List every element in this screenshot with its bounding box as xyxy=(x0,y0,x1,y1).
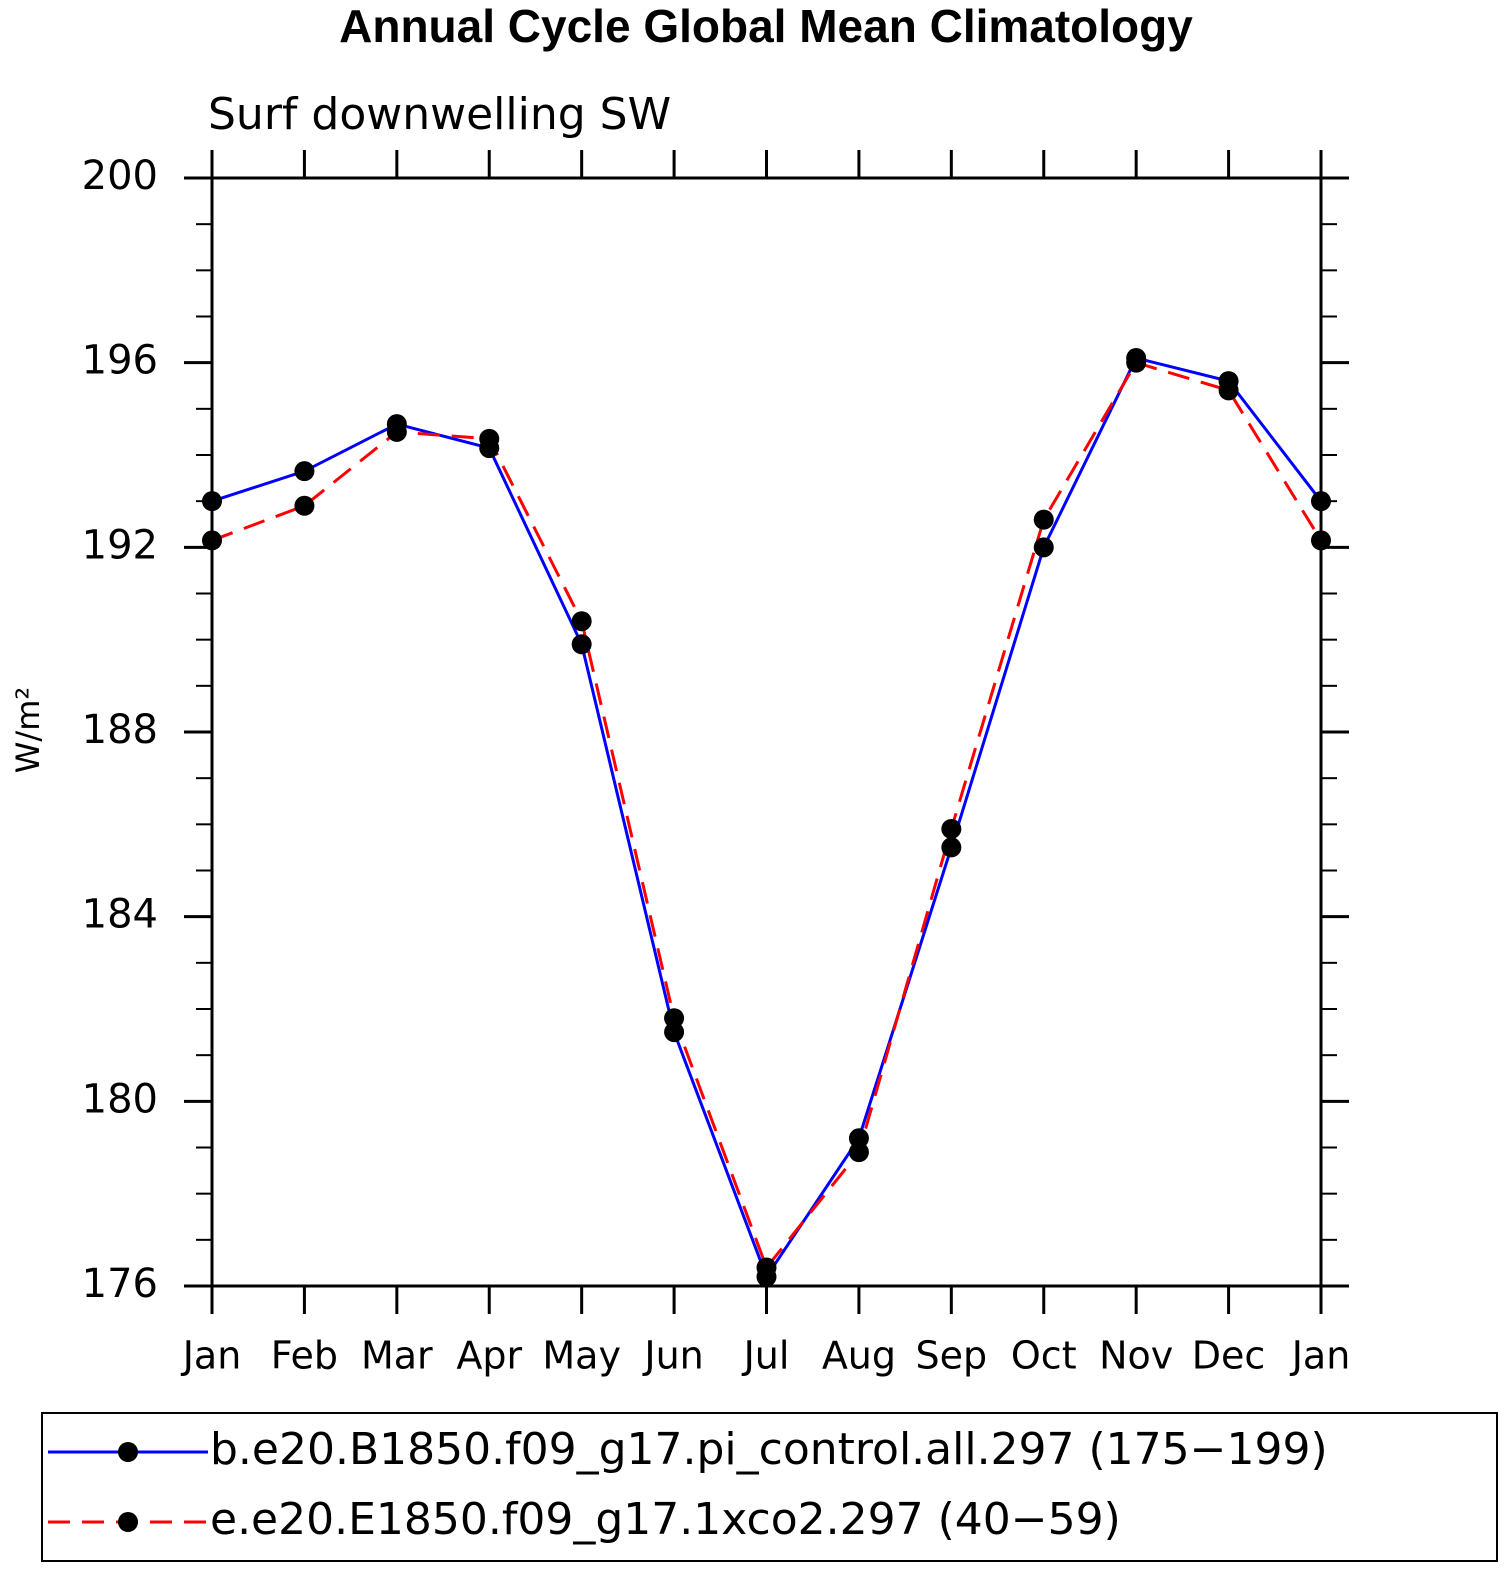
marker xyxy=(1218,380,1239,401)
marker xyxy=(294,461,315,482)
y-axis-label: W/m² xyxy=(9,687,47,773)
marker xyxy=(848,1142,869,1163)
marker xyxy=(1033,537,1054,558)
y-tick-label: 188 xyxy=(82,707,158,753)
marker xyxy=(294,495,315,516)
legend-box xyxy=(41,1412,1498,1562)
x-tick-label: Dec xyxy=(1192,1334,1266,1378)
marker xyxy=(941,818,962,839)
x-tick-label: Oct xyxy=(1011,1334,1077,1378)
x-tick-label: Nov xyxy=(1099,1334,1173,1378)
y-tick-label: 192 xyxy=(82,522,158,568)
x-tick-label: Aug xyxy=(822,1334,896,1378)
plot-frame xyxy=(210,176,1323,1288)
x-tick-label: Jan xyxy=(181,1334,242,1378)
marker xyxy=(202,530,222,551)
y-tick-label: 176 xyxy=(82,1261,158,1307)
x-tick-label: Apr xyxy=(456,1334,522,1378)
x-tick-label: May xyxy=(542,1334,621,1378)
legend-label: e.e20.E1850.f09_g17.1xco2.297 (40−59) xyxy=(210,1494,1121,1545)
marker xyxy=(664,1022,685,1043)
x-tick-label: Feb xyxy=(271,1334,338,1378)
y-tick-label: 184 xyxy=(82,892,158,938)
x-tick-label: Jul xyxy=(742,1334,790,1378)
subtitle: Surf downwelling SW xyxy=(208,89,671,140)
x-tick-label: Mar xyxy=(361,1334,433,1378)
marker xyxy=(941,837,962,858)
marker xyxy=(1033,509,1054,530)
marker xyxy=(664,1008,685,1029)
y-tick-label: 196 xyxy=(82,338,158,384)
marker xyxy=(571,611,592,632)
marker xyxy=(1126,352,1147,373)
y-tick-label: 180 xyxy=(82,1076,158,1122)
legend-label: b.e20.B1850.f09_g17.pi_control.all.297 (… xyxy=(210,1424,1328,1475)
x-tick-label: Jan xyxy=(1290,1334,1351,1378)
x-tick-label: Jun xyxy=(642,1334,703,1378)
marker xyxy=(386,421,407,442)
x-tick-label: Sep xyxy=(916,1334,988,1378)
y-tick-label: 200 xyxy=(82,153,158,199)
marker xyxy=(1311,491,1331,512)
series-line xyxy=(211,360,1323,1271)
marker xyxy=(202,491,222,512)
marker xyxy=(479,428,500,449)
series-line xyxy=(211,356,1323,1281)
chart-title: Annual Cycle Global Mean Climatology xyxy=(339,0,1193,52)
legend-marker xyxy=(118,1442,138,1462)
marker xyxy=(571,634,592,655)
marker xyxy=(1311,530,1331,551)
marker xyxy=(848,1128,869,1149)
marker xyxy=(756,1257,777,1278)
legend-marker xyxy=(118,1512,138,1532)
